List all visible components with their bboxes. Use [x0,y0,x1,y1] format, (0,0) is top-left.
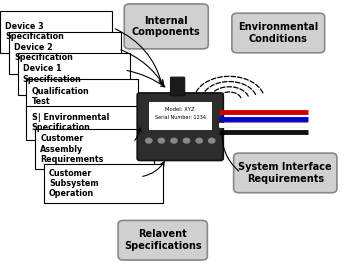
Circle shape [196,138,202,143]
FancyBboxPatch shape [0,11,112,53]
FancyArrowPatch shape [135,128,141,140]
Text: Device 2
Specification: Device 2 Specification [14,43,73,63]
FancyBboxPatch shape [44,164,163,203]
FancyBboxPatch shape [137,93,223,161]
Text: Environmental
Conditions: Environmental Conditions [238,22,318,44]
Text: Customer
Assembly
Requirements: Customer Assembly Requirements [40,134,104,164]
Text: Internal
Components: Internal Components [132,16,201,37]
FancyArrowPatch shape [127,70,165,87]
FancyArrowPatch shape [115,29,163,84]
Text: System Interface
Requirements: System Interface Requirements [238,162,332,184]
FancyBboxPatch shape [18,53,130,95]
Text: Serial Number: 1234: Serial Number: 1234 [155,115,206,120]
Circle shape [183,138,190,143]
Circle shape [171,138,177,143]
FancyBboxPatch shape [232,13,325,53]
FancyBboxPatch shape [149,102,212,130]
FancyArrowPatch shape [143,162,164,176]
Circle shape [146,138,152,143]
FancyBboxPatch shape [26,106,145,140]
FancyBboxPatch shape [124,4,208,49]
FancyBboxPatch shape [26,79,138,114]
Text: S| Environmental
Specification: S| Environmental Specification [32,113,109,133]
Circle shape [209,138,215,143]
Text: Device 3
Specification: Device 3 Specification [5,22,64,41]
FancyBboxPatch shape [35,129,154,169]
Circle shape [158,138,164,143]
FancyBboxPatch shape [9,32,121,74]
FancyArrowPatch shape [220,131,239,171]
FancyBboxPatch shape [118,220,207,260]
Text: Relavent
Specifications: Relavent Specifications [124,229,202,251]
Text: Device 1
Specification: Device 1 Specification [23,64,82,84]
FancyBboxPatch shape [233,153,337,193]
Text: Model: XYZ: Model: XYZ [166,107,195,112]
Text: Qualification
Test: Qualification Test [32,87,89,106]
Text: Customer
Subsystem
Operation: Customer Subsystem Operation [49,169,99,198]
FancyBboxPatch shape [170,77,185,96]
FancyArrowPatch shape [121,50,163,85]
